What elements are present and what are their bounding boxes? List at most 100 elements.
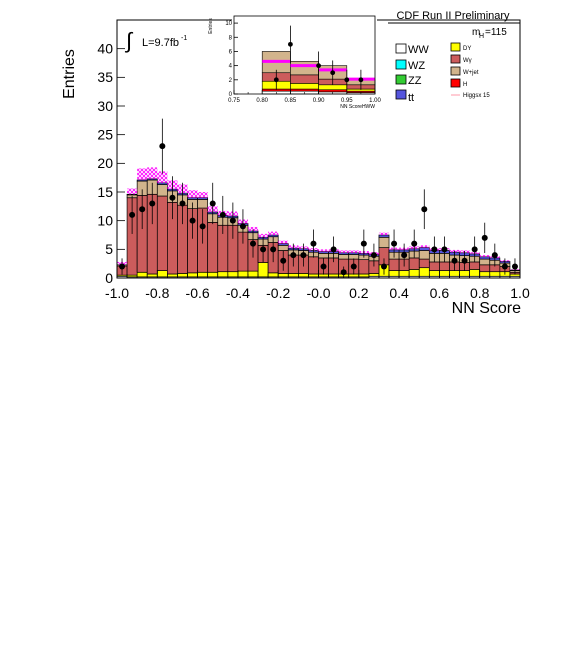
main-signal-bin-3 — [147, 167, 158, 179]
main-bar-tt-3 — [146, 178, 158, 181]
main-bar-w-19 — [308, 256, 319, 275]
main-signal-bin-2 — [137, 168, 148, 180]
main-signal-bin-13 — [247, 226, 259, 231]
main-bar-tt-1 — [126, 193, 138, 196]
main-data-point-15 — [270, 246, 277, 253]
main-bar-tt-2 — [136, 179, 148, 182]
main-x-tick-label-4: -0.2 — [266, 285, 290, 301]
main-bar-dy-4 — [156, 270, 168, 278]
main-bar-dy-29 — [408, 269, 420, 277]
legend-label-wgamma: Wγ — [463, 58, 472, 64]
main-data-point-39 — [511, 263, 518, 270]
legend-swatch-wgamma — [450, 54, 461, 64]
inset-data-point-5 — [358, 77, 364, 83]
chart-title: CDF Run II Preliminary — [396, 10, 510, 22]
inset-y-tick-label-3: 6 — [229, 50, 233, 56]
legend-label-higgs: Higgsx 15 — [463, 93, 490, 99]
main-data-point-12 — [239, 223, 246, 230]
main-y-tick-label-1: 5 — [105, 241, 113, 257]
main-bar-dy-28 — [398, 270, 410, 277]
main-signal-bin-8 — [197, 192, 208, 198]
main-bar-dy-18 — [298, 273, 309, 278]
main-bar-tt-7 — [187, 197, 198, 200]
main-bar-dy-6 — [177, 273, 188, 278]
main-bar-dy-31 — [428, 270, 440, 277]
main-signal-bin-16 — [278, 240, 289, 244]
main-data-point-3 — [149, 200, 156, 207]
main-y-tick-label-3: 15 — [97, 184, 113, 200]
inset-bar-dy-2 — [318, 84, 348, 91]
main-bar-dy-11 — [227, 271, 239, 278]
main-bar-w-27 — [388, 258, 400, 271]
main-signal-bin-4 — [157, 171, 168, 183]
main-bar-dy-36 — [479, 271, 491, 277]
main-data-point-25 — [370, 252, 377, 259]
main-bar-tt-8 — [197, 197, 209, 200]
main-data-point-35 — [471, 246, 478, 253]
main-bar-tt-20 — [318, 251, 329, 254]
inset-x-axis-title: NN ScoreHWW — [340, 104, 375, 110]
main-bar-w-30 — [418, 258, 430, 269]
main-bar-tt-16 — [277, 243, 289, 246]
main-bar-dy-35 — [469, 269, 481, 277]
main-data-point-27 — [391, 240, 398, 247]
inset-y-tick-label-4: 8 — [229, 35, 233, 41]
main-data-point-7 — [189, 217, 196, 224]
mass-label-subscript: H — [479, 33, 484, 40]
main-signal-bin-15 — [268, 231, 279, 235]
inset-data-point-1 — [288, 41, 293, 47]
main-bar-dy-10 — [217, 271, 229, 278]
main-data-point-36 — [481, 234, 488, 241]
legend-label-h: H — [463, 82, 467, 88]
main-bar-w-36 — [479, 264, 491, 273]
main-data-point-6 — [179, 200, 186, 207]
main-data-point-26 — [380, 263, 387, 270]
main-y-tick-label-0: 0 — [105, 270, 113, 286]
inset-data-points — [273, 25, 364, 90]
main-y-tick-label-7: 35 — [97, 69, 113, 85]
main-data-point-20 — [320, 263, 327, 270]
main-signal-bin-7 — [187, 190, 198, 198]
main-bar-w-jet-23 — [348, 254, 360, 260]
main-y-axis: 0 5 10 15 20 25 30 35 40 — [97, 41, 125, 286]
main-data-point-23 — [350, 263, 357, 270]
main-bar-dy-21 — [328, 273, 340, 278]
main-data-point-0 — [119, 263, 126, 270]
main-bar-w-9 — [207, 222, 219, 273]
main-bar-dy-30 — [418, 267, 430, 277]
inset-x-tick-label-3: 0.90 — [313, 98, 325, 104]
main-bar-dy-3 — [146, 273, 158, 278]
main-data-point-38 — [501, 263, 508, 270]
main-x-tick-label-6: 0.2 — [349, 285, 369, 301]
inset-data-point-0 — [273, 77, 279, 83]
main-data-point-5 — [169, 194, 176, 201]
main-bar-dy-12 — [237, 270, 249, 278]
main-bar-w-jet-16 — [277, 244, 289, 251]
main-y-axis-title: Entries — [61, 49, 78, 99]
main-bar-dy-27 — [388, 270, 400, 277]
inset-bar-dy-1 — [290, 83, 319, 90]
main-bar-dy-25 — [368, 273, 380, 277]
legend-label-ww: WW — [408, 44, 429, 56]
legend-label-dy: DY — [463, 46, 471, 52]
main-bar-w-jet-4 — [156, 184, 168, 197]
main-y-tick-label-4: 20 — [97, 155, 113, 171]
inset-data-point-2 — [316, 63, 321, 69]
main-x-tick-label-10: 1.0 — [510, 285, 530, 301]
main-plot: -1.0 -0.8 -0.6 -0.4 -0.2 -0.0 0.2 0.4 0.6 0.8 1.0 … — [61, 19, 530, 317]
mass-label-symbol: m — [472, 27, 480, 38]
main-signal-bin-22 — [338, 250, 349, 253]
main-data-point-2 — [139, 206, 146, 213]
main-bar-tt-22 — [338, 252, 350, 255]
main-x-axis-title: NN Score — [452, 300, 521, 317]
main-data-point-1 — [129, 211, 136, 218]
legend: WW WZ ZZ tt DY Wγ W+jet H Higgsx 15 — [392, 38, 504, 104]
main-data-point-33 — [451, 257, 458, 264]
main-data-point-19 — [310, 240, 317, 247]
main-data-point-16 — [280, 257, 287, 264]
main-bar-w-29 — [408, 257, 420, 270]
main-bar-dy-14 — [257, 262, 269, 278]
main-data-point-17 — [290, 252, 297, 259]
main-x-tick-label-0: -1.0 — [105, 285, 129, 301]
inset-bar-h-1 — [290, 88, 319, 92]
